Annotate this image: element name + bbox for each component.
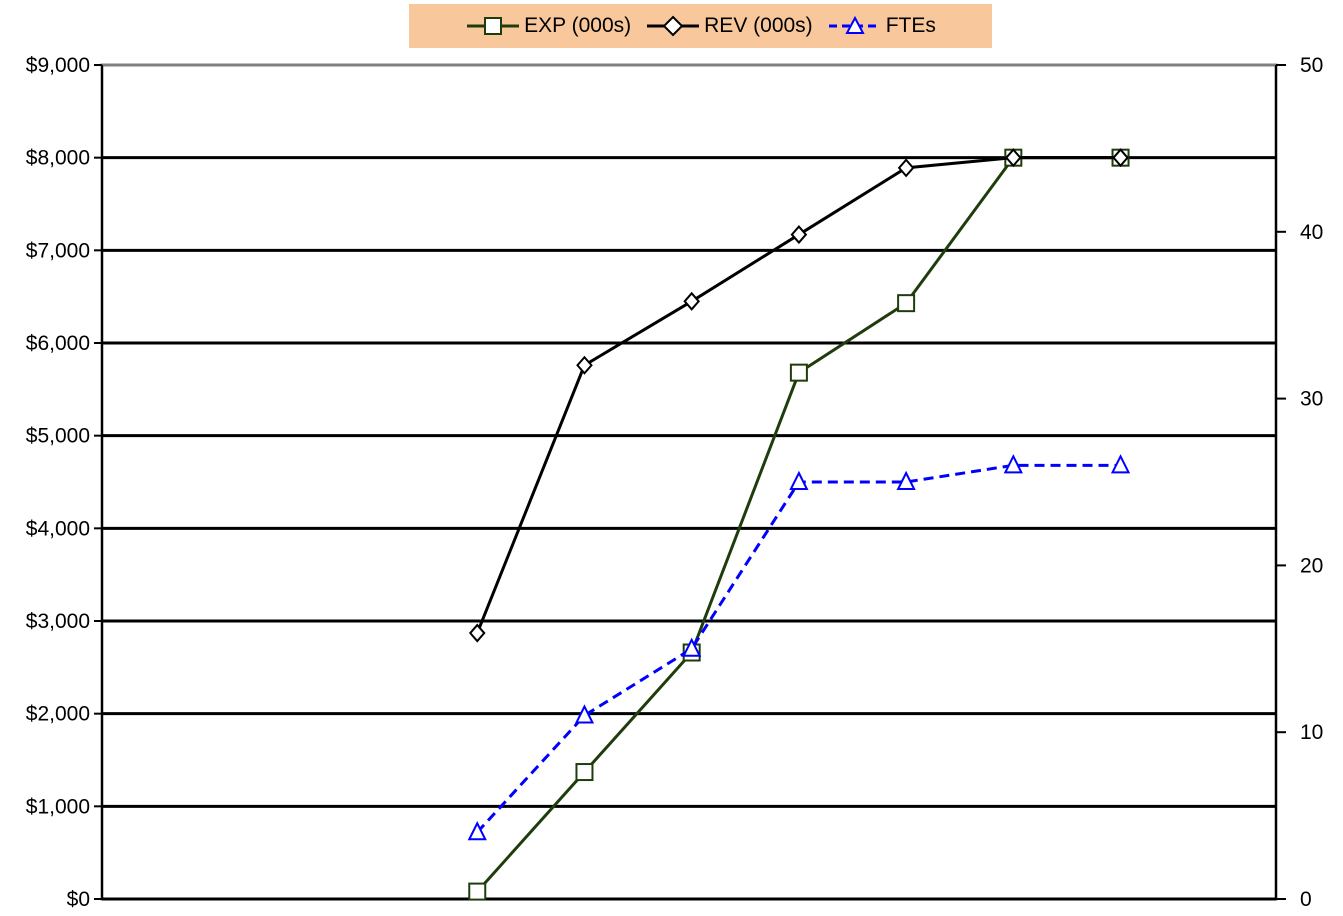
series-point-2	[896, 470, 916, 490]
y-left-tick-label: $3,000	[26, 610, 90, 633]
y-left-tick-label: $6,000	[26, 332, 90, 355]
y-left-tick-label: $5,000	[26, 425, 90, 448]
legend-label-exp: EXP (000s)	[524, 14, 632, 37]
y-right-tick-label: 30	[1300, 388, 1323, 411]
series-point-1	[790, 225, 808, 245]
y-left-tick-label: $9,000	[26, 54, 90, 77]
series-point-0	[575, 763, 594, 782]
series-point-1	[468, 623, 486, 643]
legend-label-rev: REV (000s)	[704, 14, 813, 37]
legend-item-ftes: FTEs	[827, 14, 936, 38]
y-right-tick-label: 50	[1300, 54, 1323, 77]
y-right-tick-label: 20	[1300, 554, 1323, 577]
series-point-0	[897, 294, 916, 313]
series-point-0	[468, 882, 487, 901]
legend-label-ftes: FTEs	[885, 14, 936, 37]
legend: EXP (000s) REV (000s) FTEs	[409, 4, 992, 48]
series-point-1	[683, 291, 701, 311]
series-point-2	[467, 821, 487, 841]
y-right-tick-label: 0	[1300, 888, 1312, 911]
legend-key-ftes	[828, 15, 881, 34]
series-point-2	[574, 704, 595, 724]
series-point-1	[1112, 148, 1129, 168]
series-point-1	[576, 355, 593, 375]
series-point-1	[897, 158, 915, 178]
series-point-2	[1003, 454, 1023, 474]
legend-item-exp: EXP (000s)	[465, 14, 631, 38]
series-point-2	[1110, 454, 1131, 474]
y-left-tick-label: $4,000	[26, 517, 90, 540]
legend-key-exp	[467, 17, 520, 35]
y-left-tick-label: $2,000	[26, 703, 90, 726]
y-right-tick-label: 40	[1300, 221, 1323, 244]
y-right-tick-label: 10	[1300, 721, 1323, 744]
plot-area	[100, 63, 1278, 901]
y-left-tick-label: $7,000	[26, 239, 90, 262]
y-left-tick-label: $8,000	[26, 147, 90, 170]
legend-item-rev: REV (000s)	[645, 14, 813, 38]
series-point-2	[789, 470, 809, 490]
legend-key-rev	[647, 15, 700, 37]
series-point-0	[789, 363, 808, 382]
series-point-2	[682, 637, 702, 657]
series-point-1	[1004, 148, 1022, 168]
y-left-tick-label: $1,000	[26, 795, 90, 818]
y-left-tick-label: $0	[67, 888, 90, 911]
